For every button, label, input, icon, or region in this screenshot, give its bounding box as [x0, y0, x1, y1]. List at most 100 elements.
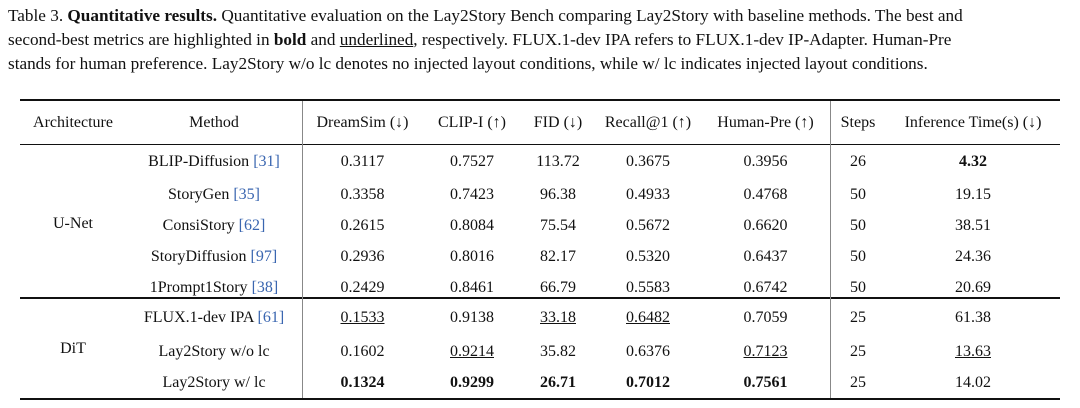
caption-line2-post: , respectively. FLUX.1-dev IPA refers to… [413, 30, 952, 49]
fid-cell: 113.72 [536, 153, 580, 170]
fid-cell: 75.54 [540, 216, 576, 234]
method-cell: BLIP-Diffusion [31] [126, 145, 302, 179]
table-row: DiT FLUX.1-dev IPA [61] 0.1533 0.9138 33… [20, 299, 1060, 357]
caption-label: Table 3. [8, 6, 64, 25]
method-name: Lay2Story w/o lc [158, 342, 270, 360]
method-name: FLUX.1-dev IPA [143, 308, 254, 326]
fid-cell: 96.38 [540, 185, 576, 203]
inference-time-cell: 20.69 [955, 278, 991, 296]
steps-cell: 50 [850, 247, 866, 265]
steps-cell: 50 [850, 185, 866, 203]
clip-i-cell: 0.9138 [450, 308, 494, 326]
method-name: StoryDiffusion [150, 247, 247, 265]
caption-underlined-word: underlined [339, 30, 414, 49]
inference-time-cell: 38.51 [955, 216, 991, 234]
caption-bold-word: bold [273, 30, 307, 49]
top-rule [20, 99, 1060, 101]
inference-time-cell: 24.36 [955, 247, 991, 265]
inference-time-cell: 19.15 [955, 185, 991, 203]
table-row: U-Net BLIP-Diffusion [31] 0.3117 0.7527 … [20, 145, 1060, 232]
human-pre-cell: 0.7561 [743, 373, 788, 391]
method-name: 1Prompt1Story [149, 278, 248, 296]
fid-cell: 35.82 [540, 342, 576, 360]
header-clip-i: CLIP-I (↑) [438, 114, 506, 131]
steps-cell: 26 [850, 153, 866, 170]
citation-link[interactable]: [61] [257, 308, 285, 326]
table-caption: Table 3. Quantitative results. Quantitat… [8, 4, 1074, 76]
dreamsim-cell: 0.2429 [340, 278, 385, 296]
header-fid: FID (↓) [533, 114, 583, 131]
method-cell: Lay2Story w/ lc [126, 367, 302, 398]
header-rule [20, 144, 1060, 145]
architecture-cell: U-Net [53, 215, 93, 232]
architecture-cell: DiT [60, 339, 86, 357]
inference-time-cell: 4.32 [959, 153, 987, 170]
method-cell: Lay2Story w/o lc [126, 336, 302, 367]
inference-time-cell: 13.63 [955, 342, 991, 360]
fid-cell: 66.79 [540, 278, 576, 296]
fid-cell: 33.18 [540, 308, 576, 326]
fid-cell: 26.71 [540, 373, 576, 391]
dreamsim-cell: 0.2936 [340, 247, 385, 265]
clip-i-cell: 0.8084 [450, 216, 494, 234]
header-inference-time: Inference Time(s) (↓) [904, 114, 1042, 131]
method-name: StoryGen [168, 185, 230, 203]
column-separator-left [302, 101, 303, 398]
caption-line-3: stands for human preference. Lay2Story w… [8, 54, 928, 73]
group-rule [20, 297, 1060, 299]
inference-time-cell: 14.02 [955, 373, 991, 391]
header-dreamsim: DreamSim (↓) [316, 114, 409, 131]
table-row: StoryDiffusion [97] 0.2936 0.8016 82.17 … [20, 241, 1060, 272]
citation-link[interactable]: [31] [253, 153, 280, 170]
method-name: ConsiStory [162, 216, 235, 234]
header-row: Architecture Method DreamSim (↓) CLIP-I … [20, 101, 1060, 145]
citation-link[interactable]: [35] [233, 185, 260, 203]
method-cell: StoryDiffusion [97] [126, 241, 302, 272]
steps-cell: 25 [850, 373, 866, 391]
dreamsim-cell: 0.1602 [340, 342, 385, 360]
method-cell: StoryGen [35] [126, 179, 302, 210]
method-cell: FLUX.1-dev IPA [61] [126, 299, 302, 336]
caption-line1-text: Quantitative evaluation on the Lay2Story… [221, 6, 963, 25]
caption-and-word: and [310, 30, 336, 49]
column-separator-right [830, 101, 831, 398]
results-table-dit: DiT FLUX.1-dev IPA [61] 0.1533 0.9138 33… [20, 299, 1060, 398]
caption-line-2: second-best metrics are highlighted in b… [8, 28, 1074, 52]
clip-i-cell: 0.9214 [450, 342, 494, 360]
caption-title: Quantitative results. [67, 6, 218, 25]
citation-link[interactable]: [38] [251, 278, 279, 296]
bottom-rule [20, 398, 1060, 400]
clip-i-cell: 0.8461 [450, 278, 494, 296]
fid-cell: 82.17 [540, 247, 576, 265]
clip-i-cell: 0.9299 [450, 373, 494, 391]
table-row: StoryGen [35] 0.3358 0.7423 96.38 0.4933… [20, 179, 1060, 210]
recall-cell: 0.6482 [626, 308, 670, 326]
dreamsim-cell: 0.2615 [340, 216, 385, 234]
recall-cell: 0.3675 [626, 153, 670, 170]
recall-cell: 0.7012 [626, 373, 670, 391]
caption-line-1: Table 3. Quantitative results. Quantitat… [8, 4, 1074, 28]
citation-link[interactable]: [97] [250, 247, 278, 265]
clip-i-cell: 0.7527 [450, 153, 494, 170]
recall-cell: 0.6376 [626, 342, 670, 360]
steps-cell: 25 [850, 342, 866, 360]
clip-i-cell: 0.7423 [450, 185, 494, 203]
dreamsim-cell: 0.3117 [340, 153, 385, 170]
human-pre-cell: 0.6437 [743, 247, 788, 265]
method-cell: ConsiStory [62] [126, 210, 302, 241]
recall-cell: 0.5320 [626, 247, 670, 265]
header-recall: Recall@1 (↑) [604, 114, 692, 131]
human-pre-cell: 0.3956 [743, 153, 788, 170]
citation-link[interactable]: [62] [238, 216, 266, 234]
header-method: Method [189, 114, 239, 131]
method-name: Lay2Story w/ lc [162, 373, 266, 391]
human-pre-cell: 0.6742 [743, 278, 788, 296]
dreamsim-cell: 0.1533 [340, 308, 385, 326]
steps-cell: 50 [850, 216, 866, 234]
recall-cell: 0.5583 [626, 278, 670, 296]
human-pre-cell: 0.4768 [743, 185, 788, 203]
inference-time-cell: 61.38 [955, 308, 991, 326]
human-pre-cell: 0.7059 [743, 308, 788, 326]
table-row: Lay2Story w/ lc 0.1324 0.9299 26.71 0.70… [20, 367, 1060, 398]
steps-cell: 50 [850, 278, 866, 296]
